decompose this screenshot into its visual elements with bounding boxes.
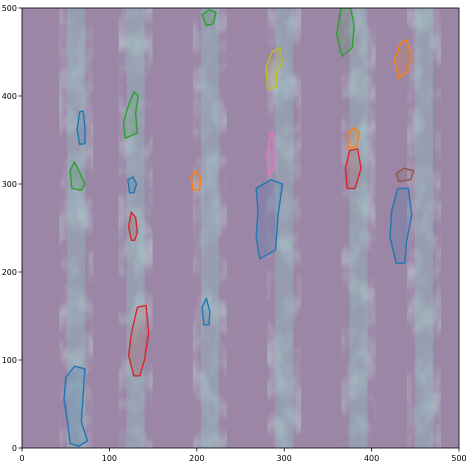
x-tick-label: 0	[19, 454, 24, 463]
instance-outline	[395, 167, 415, 183]
y-axis: 0 100 200 300 400 500	[2, 4, 22, 453]
plot-frame	[21, 7, 460, 449]
crop-row-core	[349, 8, 368, 448]
crop-row	[118, 8, 153, 448]
instance-outline	[127, 176, 138, 194]
plot-background	[22, 8, 459, 448]
instance-outline	[201, 9, 217, 27]
crop-row	[341, 8, 376, 448]
instance-outline	[189, 170, 202, 191]
y-tick-label: 0	[12, 444, 17, 453]
instance-outline	[346, 126, 361, 150]
instance-outline	[344, 148, 362, 190]
x-tick-label: 100	[102, 454, 117, 463]
x-tick-label: 400	[364, 454, 379, 463]
crop-row-core	[415, 8, 434, 448]
crop-row	[192, 8, 227, 448]
plot-area	[21, 7, 460, 449]
instance-outline	[255, 178, 284, 260]
instance-outline	[127, 304, 150, 377]
x-tick-label: 300	[277, 454, 292, 463]
y-tick-label: 100	[2, 356, 17, 365]
instance-outline	[63, 365, 89, 447]
crop-row-core	[67, 8, 86, 448]
crop-rows	[59, 8, 442, 448]
crop-row-core	[275, 8, 294, 448]
instance-outlines	[63, 8, 415, 447]
crop-row	[267, 8, 302, 448]
y-tick-label: 200	[2, 268, 17, 277]
instance-outline	[393, 39, 413, 80]
crop-row	[407, 8, 442, 448]
instance-outline	[127, 211, 139, 242]
x-axis: 0 100 200 300 400 500	[19, 448, 467, 463]
instance-outline	[266, 130, 277, 176]
instance-outline	[69, 161, 86, 191]
x-tick-label: 500	[451, 454, 466, 463]
y-tick-label: 500	[2, 4, 17, 13]
instance-outline	[389, 187, 413, 264]
instance-outline	[335, 8, 355, 58]
instance-outline	[122, 90, 139, 139]
x-tick-label: 200	[189, 454, 204, 463]
crop-row	[59, 8, 94, 448]
y-tick-label: 300	[2, 180, 17, 189]
instance-outline	[265, 46, 284, 90]
y-tick-label: 400	[2, 92, 17, 101]
instance-outline	[201, 297, 211, 326]
instance-outline	[76, 110, 86, 146]
crop-row-core	[200, 8, 219, 448]
